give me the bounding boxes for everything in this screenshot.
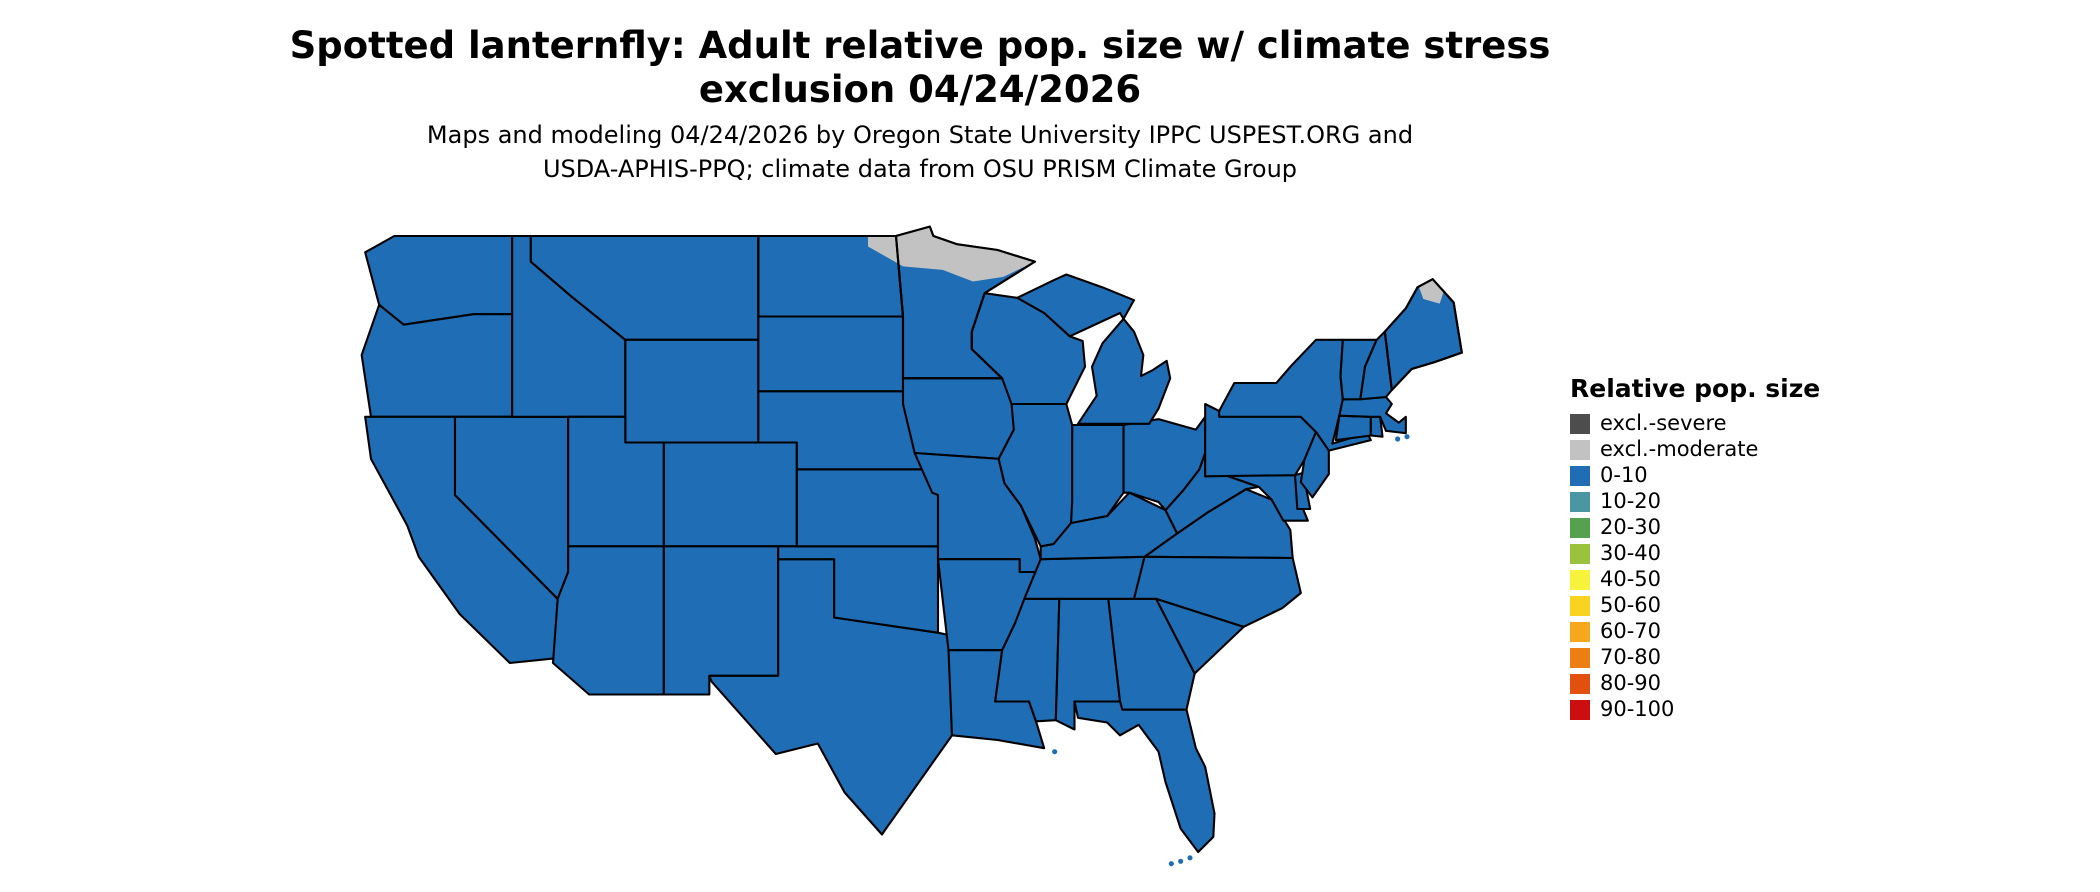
state-border-overlay-me xyxy=(1383,278,1463,392)
legend-label: 0-10 xyxy=(1600,463,1648,487)
state-oh xyxy=(1122,415,1207,512)
state-or xyxy=(360,303,514,418)
state-mi-upper xyxy=(1016,273,1136,338)
legend-label: 20-30 xyxy=(1600,515,1662,539)
us-map-container xyxy=(295,215,1525,880)
legend-swatch xyxy=(1570,595,1590,616)
state-co xyxy=(662,441,798,548)
legend-label: excl.-moderate xyxy=(1600,437,1759,461)
subtitle: Maps and modeling 04/24/2026 by Oregon S… xyxy=(0,118,1840,186)
legend-item: excl.-severe xyxy=(1570,413,1820,434)
state-il xyxy=(997,402,1074,548)
legend-label: 90-100 xyxy=(1600,697,1675,721)
legend-swatch xyxy=(1570,465,1590,486)
legend-item: 20-30 xyxy=(1570,517,1820,538)
state-mi-lower xyxy=(1076,317,1172,425)
map-legend: Relative pop. size excl.-severe excl.-mod… xyxy=(1570,374,1820,725)
legend-item: 30-40 xyxy=(1570,543,1820,564)
legend-item: 80-90 xyxy=(1570,673,1820,694)
state-wy xyxy=(624,338,760,444)
legend-label: 40-50 xyxy=(1600,567,1662,591)
legend-item: 90-100 xyxy=(1570,699,1820,720)
legend-item: 0-10 xyxy=(1570,465,1820,486)
legend-label: 50-60 xyxy=(1600,593,1662,617)
state-nm xyxy=(662,545,780,696)
legend-item: excl.-moderate xyxy=(1570,439,1820,460)
state-border-overlay-mn xyxy=(894,225,1036,380)
legend-item: 40-50 xyxy=(1570,569,1820,590)
legend-item: 70-80 xyxy=(1570,647,1820,668)
title-line-2: exclusion 04/24/2026 xyxy=(698,67,1142,111)
island-florida-keys-3 xyxy=(1168,861,1174,867)
legend-swatch xyxy=(1570,413,1590,434)
legend-swatch xyxy=(1570,569,1590,590)
legend-label: 10-20 xyxy=(1600,489,1662,513)
subtitle-line-2: USDA-APHIS-PPQ; climate data from OSU PR… xyxy=(542,155,1298,184)
title-line-1: Spotted lanternfly: Adult relative pop. … xyxy=(289,24,1551,67)
island-florida-keys-1 xyxy=(1187,855,1193,861)
state-ct xyxy=(1334,414,1372,442)
legend-label: 30-40 xyxy=(1600,541,1662,565)
state-de xyxy=(1293,471,1312,511)
legend-item: 10-20 xyxy=(1570,491,1820,512)
legend-swatch xyxy=(1570,491,1590,512)
state-nj xyxy=(1299,430,1330,499)
legend-swatch xyxy=(1570,543,1590,564)
legend-label: excl.-severe xyxy=(1600,411,1727,435)
island-massachusetts-2 xyxy=(1404,434,1410,440)
state-fl xyxy=(1073,700,1216,854)
legend-swatch xyxy=(1570,699,1590,720)
legend-swatch xyxy=(1570,673,1590,694)
legend-swatch xyxy=(1570,647,1590,668)
island-louisiana-coast xyxy=(1052,749,1058,755)
state-nc xyxy=(1132,555,1302,628)
legend-swatch xyxy=(1570,439,1590,460)
legend-item: 50-60 xyxy=(1570,595,1820,616)
state-ks xyxy=(795,468,940,548)
state-ma xyxy=(1338,395,1407,435)
legend-swatch xyxy=(1570,517,1590,538)
state-sc xyxy=(1155,597,1245,675)
legend-item: 60-70 xyxy=(1570,621,1820,642)
state-sd xyxy=(757,315,905,393)
us-map xyxy=(360,225,1463,867)
legend-swatch xyxy=(1570,621,1590,642)
legend-label: 60-70 xyxy=(1600,619,1662,643)
subtitle-line-1: Maps and modeling 04/24/2026 by Oregon S… xyxy=(426,121,1414,149)
island-florida-keys-2 xyxy=(1178,858,1184,864)
excl-moderate-region-minnesota xyxy=(868,226,1035,282)
legend-label: 80-90 xyxy=(1600,671,1662,695)
page-title: Spotted lanternfly: Adult relative pop. … xyxy=(0,24,1840,111)
island-massachusetts-1 xyxy=(1395,436,1401,442)
legend-label: 70-80 xyxy=(1600,645,1662,669)
legend-title: Relative pop. size xyxy=(1570,374,1821,403)
legend-items: excl.-severe excl.-moderate 0-10 10-20 20-30… xyxy=(1570,413,1820,720)
state-az xyxy=(551,545,665,696)
